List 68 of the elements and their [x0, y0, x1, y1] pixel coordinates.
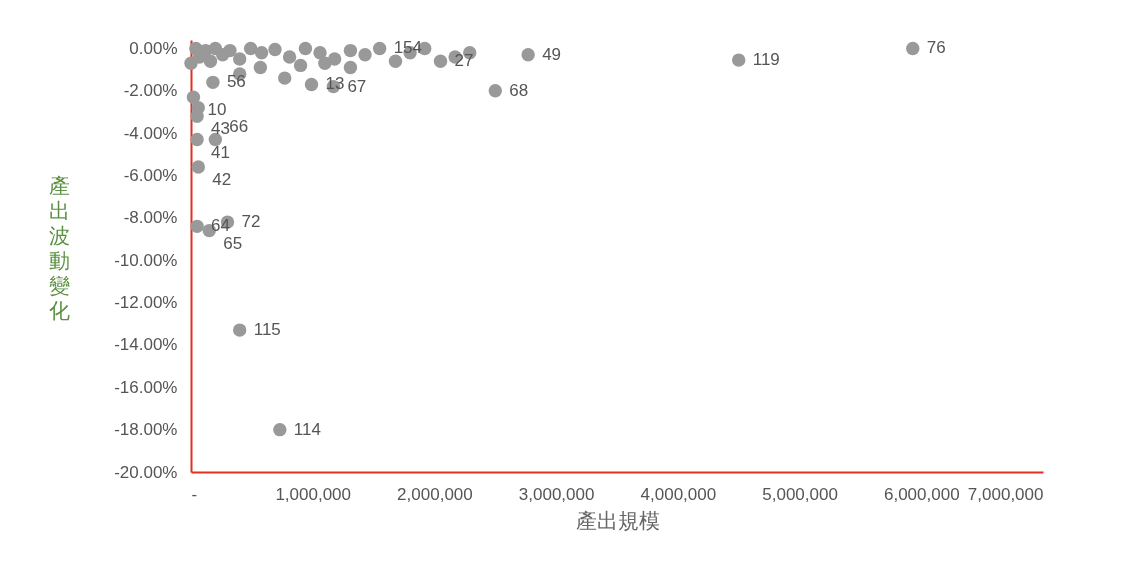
annotation: 114	[293, 419, 321, 439]
point	[253, 60, 268, 75]
point	[191, 160, 206, 174]
annotation: 43	[211, 119, 231, 139]
y-tick-label: -4.00%	[123, 123, 178, 143]
x-tick-label: -	[191, 484, 198, 504]
x-tick-label: 1,000,000	[275, 484, 352, 504]
x-tick-label: 5,000,000	[762, 484, 838, 504]
point	[203, 54, 218, 68]
annotation: 10	[207, 100, 227, 120]
y-tick-label: -12.00%	[114, 293, 178, 313]
y-axis-title: 產出波動變化	[49, 173, 70, 322]
point	[372, 41, 387, 56]
x-tick-label: 2,000,000	[397, 484, 473, 504]
point	[318, 56, 332, 70]
x-tick-label: 6,000,000	[883, 484, 960, 504]
annotation: 66	[229, 116, 249, 136]
annotation: 115	[253, 320, 281, 340]
point	[732, 53, 746, 67]
annotation: 65	[223, 233, 243, 253]
point	[232, 323, 247, 337]
point	[358, 48, 372, 62]
y-tick-label: -16.00%	[114, 377, 178, 397]
point	[190, 219, 204, 234]
y-tick-label: -10.00%	[114, 250, 178, 270]
point	[313, 46, 327, 60]
point	[488, 84, 502, 98]
y-tick-label: -2.00%	[123, 81, 178, 101]
y-tick-label: -6.00%	[123, 166, 178, 186]
y-tick-label: 0.00%	[129, 38, 178, 58]
x-tick-label: 4,000,000	[640, 484, 717, 504]
point	[232, 52, 247, 66]
point	[223, 43, 237, 58]
point	[282, 50, 297, 64]
annotation: 67	[347, 76, 367, 96]
annotation: 41	[211, 142, 231, 162]
x-tick-label: 7,000,000	[967, 484, 1044, 504]
point	[343, 43, 358, 58]
point	[190, 132, 204, 147]
point	[433, 54, 448, 68]
point	[278, 71, 292, 85]
x-tick-label: 3,000,000	[518, 484, 595, 504]
point	[206, 75, 220, 90]
point	[298, 41, 313, 56]
point	[304, 77, 319, 92]
annotation: 42	[212, 170, 232, 190]
point	[268, 42, 282, 57]
annotation: 72	[241, 212, 261, 232]
point	[388, 54, 403, 68]
point	[190, 109, 204, 123]
point	[243, 41, 258, 56]
point	[254, 46, 269, 60]
annotation: 76	[926, 38, 946, 58]
point	[906, 41, 920, 56]
point	[293, 58, 308, 73]
annotation: 68	[509, 80, 529, 100]
point	[343, 60, 358, 75]
annotation: 56	[226, 72, 246, 92]
y-tick-label: -20.00%	[114, 462, 178, 482]
y-tick-label: -14.00%	[114, 335, 178, 355]
point	[186, 90, 201, 104]
y-tick-label: -18.00%	[114, 420, 178, 440]
point	[273, 422, 287, 437]
x-axis-title: 產出規模	[575, 508, 660, 532]
y-tick-label: -8.00%	[123, 208, 178, 228]
point	[521, 48, 535, 62]
annotation: 119	[752, 50, 780, 70]
annotation: 49	[542, 44, 562, 64]
